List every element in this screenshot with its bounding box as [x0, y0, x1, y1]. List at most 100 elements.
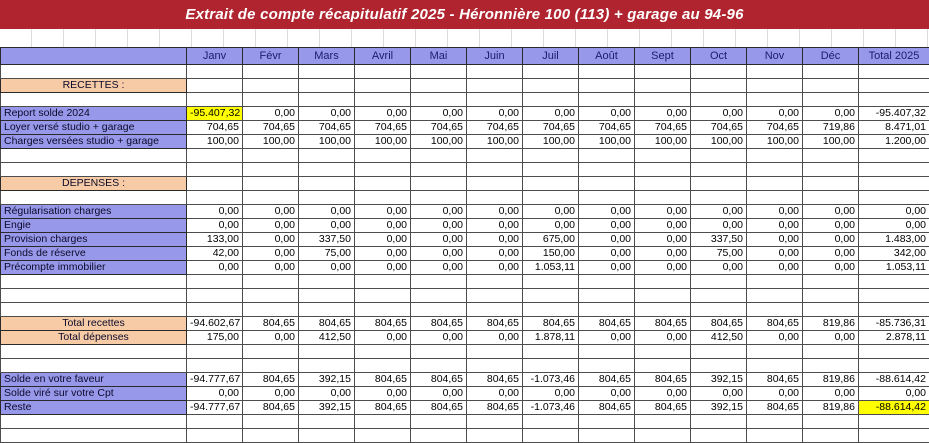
value-cell[interactable]: 719,86 [803, 121, 859, 135]
value-cell[interactable]: 0,00 [803, 261, 859, 275]
value-cell[interactable]: 704,65 [523, 121, 579, 135]
row-label[interactable]: Charges versées studio + garage [1, 135, 187, 149]
value-cell[interactable]: 0,00 [411, 247, 467, 261]
value-cell[interactable]: 804,65 [411, 401, 467, 415]
value-cell[interactable]: 804,65 [299, 317, 355, 331]
empty-cell[interactable] [411, 275, 467, 289]
empty-cell[interactable] [635, 93, 691, 107]
empty-cell[interactable] [243, 163, 299, 177]
value-cell[interactable]: 804,65 [243, 317, 299, 331]
value-cell[interactable]: 804,65 [243, 373, 299, 387]
empty-cell[interactable] [1, 345, 187, 359]
value-cell[interactable]: 0,00 [579, 247, 635, 261]
empty-cell[interactable] [747, 289, 803, 303]
empty-cell[interactable] [523, 191, 579, 205]
value-cell[interactable]: 0,00 [467, 387, 523, 401]
empty-cell[interactable] [579, 359, 635, 373]
value-cell[interactable]: 0,00 [747, 107, 803, 121]
empty-cell[interactable] [243, 303, 299, 317]
empty-cell[interactable] [747, 303, 803, 317]
value-cell[interactable]: -94.777,67 [187, 401, 243, 415]
value-cell[interactable]: 819,86 [803, 373, 859, 387]
empty-cell[interactable] [467, 191, 523, 205]
value-cell[interactable]: 0,00 [187, 205, 243, 219]
value-cell[interactable]: 0,00 [355, 205, 411, 219]
value-cell[interactable]: 100,00 [523, 135, 579, 149]
empty-cell[interactable] [691, 415, 747, 429]
value-cell[interactable]: 412,50 [691, 331, 747, 345]
empty-cell[interactable] [523, 163, 579, 177]
empty-cell[interactable] [355, 149, 411, 163]
column-header[interactable]: Mai [411, 48, 467, 65]
value-cell[interactable]: 392,15 [691, 373, 747, 387]
row-label[interactable]: Engie [1, 219, 187, 233]
empty-cell[interactable] [1, 275, 187, 289]
empty-cell[interactable] [1, 149, 187, 163]
row-label[interactable]: Loyer versé studio + garage [1, 121, 187, 135]
value-cell[interactable]: 75,00 [299, 247, 355, 261]
empty-cell[interactable] [635, 303, 691, 317]
empty-cell[interactable] [187, 303, 243, 317]
value-cell[interactable]: 100,00 [635, 135, 691, 149]
empty-cell[interactable] [411, 289, 467, 303]
value-cell[interactable]: 704,65 [747, 121, 803, 135]
empty-cell[interactable] [411, 303, 467, 317]
empty-cell[interactable] [803, 289, 859, 303]
empty-cell[interactable] [635, 359, 691, 373]
empty-cell[interactable] [859, 345, 929, 359]
empty-cell[interactable] [523, 275, 579, 289]
value-cell[interactable]: 0,00 [803, 205, 859, 219]
empty-cell[interactable] [523, 359, 579, 373]
empty-cell[interactable] [691, 275, 747, 289]
empty-cell[interactable] [355, 191, 411, 205]
empty-cell[interactable] [691, 429, 747, 443]
empty-cell[interactable] [299, 275, 355, 289]
empty-cell[interactable] [579, 79, 635, 93]
value-cell[interactable]: 804,65 [635, 373, 691, 387]
empty-cell[interactable] [747, 149, 803, 163]
value-cell[interactable]: 0,00 [411, 233, 467, 247]
value-cell[interactable]: 804,65 [355, 373, 411, 387]
value-cell[interactable]: 0,00 [635, 247, 691, 261]
empty-cell[interactable] [243, 93, 299, 107]
value-cell[interactable]: 0,00 [467, 205, 523, 219]
empty-cell[interactable] [299, 289, 355, 303]
empty-cell[interactable] [411, 415, 467, 429]
value-cell[interactable]: 0,00 [803, 387, 859, 401]
empty-cell[interactable] [1, 303, 187, 317]
empty-cell[interactable] [859, 79, 929, 93]
value-cell[interactable]: -88.614,42 [859, 401, 929, 415]
value-cell[interactable]: 412,50 [299, 331, 355, 345]
empty-cell[interactable] [579, 163, 635, 177]
value-cell[interactable]: 0,00 [299, 107, 355, 121]
value-cell[interactable]: -94.602,67 [187, 317, 243, 331]
empty-cell[interactable] [635, 429, 691, 443]
empty-cell[interactable] [859, 359, 929, 373]
value-cell[interactable]: 804,65 [355, 317, 411, 331]
column-header[interactable]: Oct [691, 48, 747, 65]
corner-cell[interactable] [1, 48, 187, 65]
empty-cell[interactable] [355, 275, 411, 289]
value-cell[interactable]: 0,00 [747, 247, 803, 261]
value-cell[interactable]: 0,00 [579, 107, 635, 121]
value-cell[interactable]: 704,65 [467, 121, 523, 135]
empty-cell[interactable] [411, 163, 467, 177]
empty-cell[interactable] [691, 177, 747, 191]
empty-cell[interactable] [1, 359, 187, 373]
value-cell[interactable]: 0,00 [803, 107, 859, 121]
value-cell[interactable]: 0,00 [187, 261, 243, 275]
empty-cell[interactable] [243, 275, 299, 289]
empty-cell[interactable] [691, 163, 747, 177]
empty-cell[interactable] [691, 191, 747, 205]
value-cell[interactable]: -88.614,42 [859, 373, 929, 387]
empty-cell[interactable] [187, 163, 243, 177]
value-cell[interactable]: 0,00 [579, 261, 635, 275]
value-cell[interactable]: 704,65 [187, 121, 243, 135]
empty-cell[interactable] [243, 429, 299, 443]
empty-cell[interactable] [1, 191, 187, 205]
value-cell[interactable]: 704,65 [691, 121, 747, 135]
empty-cell[interactable] [411, 191, 467, 205]
value-cell[interactable]: 804,65 [243, 401, 299, 415]
value-cell[interactable]: 0,00 [467, 331, 523, 345]
empty-cell[interactable] [579, 177, 635, 191]
